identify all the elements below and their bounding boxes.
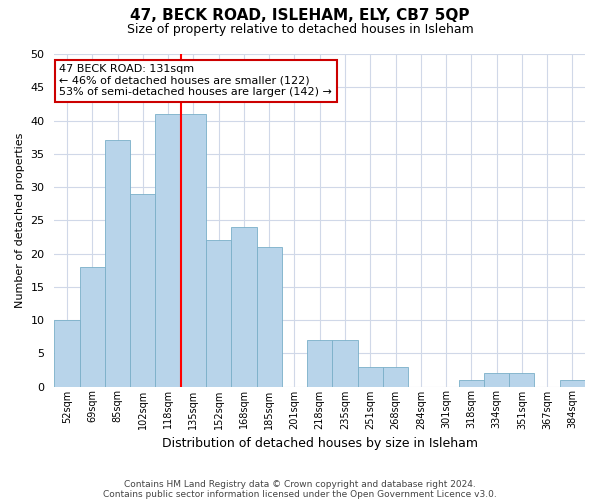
Bar: [231, 227, 257, 386]
Bar: [332, 340, 358, 386]
Bar: [257, 247, 282, 386]
Text: 47 BECK ROAD: 131sqm
← 46% of detached houses are smaller (122)
53% of semi-deta: 47 BECK ROAD: 131sqm ← 46% of detached h…: [59, 64, 332, 97]
Bar: [206, 240, 231, 386]
Bar: [484, 373, 509, 386]
Bar: [560, 380, 585, 386]
Bar: [181, 114, 206, 386]
Bar: [458, 380, 484, 386]
Y-axis label: Number of detached properties: Number of detached properties: [15, 132, 25, 308]
Bar: [307, 340, 332, 386]
Text: Contains HM Land Registry data © Crown copyright and database right 2024.: Contains HM Land Registry data © Crown c…: [124, 480, 476, 489]
Text: Size of property relative to detached houses in Isleham: Size of property relative to detached ho…: [127, 22, 473, 36]
Bar: [155, 114, 181, 386]
Bar: [358, 366, 383, 386]
Bar: [509, 373, 535, 386]
Bar: [383, 366, 408, 386]
X-axis label: Distribution of detached houses by size in Isleham: Distribution of detached houses by size …: [162, 437, 478, 450]
Text: Contains public sector information licensed under the Open Government Licence v3: Contains public sector information licen…: [103, 490, 497, 499]
Bar: [80, 267, 105, 386]
Text: 47, BECK ROAD, ISLEHAM, ELY, CB7 5QP: 47, BECK ROAD, ISLEHAM, ELY, CB7 5QP: [130, 8, 470, 22]
Bar: [55, 320, 80, 386]
Bar: [105, 140, 130, 386]
Bar: [130, 194, 155, 386]
